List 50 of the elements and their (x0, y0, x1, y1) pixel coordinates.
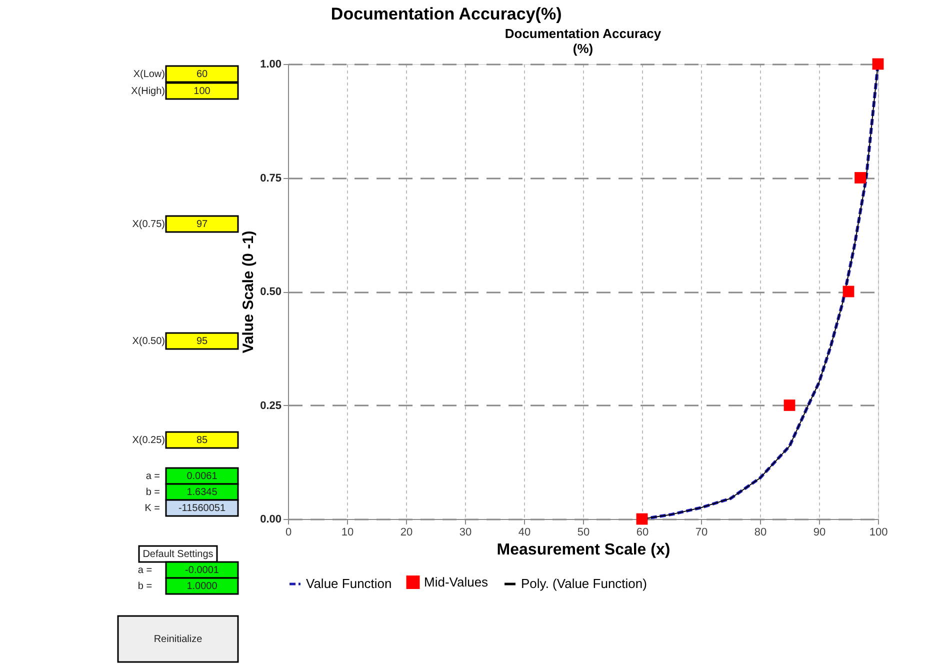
y-tick-label: 0.50 (260, 286, 282, 298)
point (842, 286, 854, 298)
text: 60 (196, 69, 208, 80)
x-tick-label: 70 (695, 526, 708, 538)
text: Reinitialize (154, 634, 203, 645)
legend-label: Mid-Values (424, 574, 489, 590)
text: Default Settings (142, 549, 214, 560)
point (872, 58, 884, 70)
x-tick-label: 50 (577, 526, 590, 538)
text: 95 (196, 336, 208, 347)
text: 0.0061 (186, 471, 218, 482)
chart-title: Documentation Accuracy(%) (330, 4, 562, 24)
point (784, 400, 796, 411)
legend-label: Poly. (Value Function) (521, 576, 647, 591)
x-tick-label: 40 (518, 526, 531, 538)
text: b = (138, 581, 152, 592)
x-tick-label: 100 (869, 526, 888, 538)
y-tick-label: 1.00 (260, 58, 282, 70)
text: 97 (196, 219, 208, 230)
text: X(0.75) (132, 219, 165, 230)
x-tick-label: 80 (754, 526, 767, 538)
text: X(0.50) (132, 336, 165, 347)
text: X(0.25) (132, 435, 165, 446)
x-tick-label: 90 (813, 526, 826, 538)
text: 85 (196, 435, 208, 446)
x-tick-label: 10 (341, 526, 354, 538)
x-axis-title: Measurement Scale (x) (496, 542, 670, 558)
point (854, 172, 866, 184)
text: -0.0001 (185, 565, 220, 576)
text: X(High) (131, 86, 165, 97)
x-tick-label: 20 (400, 526, 413, 538)
text: a = (138, 565, 152, 576)
y-tick-label: 0.00 (260, 514, 282, 526)
point (636, 513, 648, 525)
text: K = (144, 503, 160, 514)
y-tick-label: 0.25 (260, 400, 282, 412)
x-tick-label: 30 (459, 526, 472, 538)
text: -11560051 (178, 503, 226, 514)
text: b = (146, 487, 160, 498)
y-axis-title: Value Scale (0 -1) (240, 230, 258, 354)
text: X(Low) (133, 69, 165, 80)
legend-label: Value Function (306, 576, 392, 591)
y-tick-label: 0.75 (260, 172, 282, 184)
text: 1.0000 (186, 581, 218, 592)
text: 1.6345 (186, 487, 218, 498)
x-tick-label: 0 (285, 526, 292, 538)
x-tick-label: 60 (636, 526, 649, 538)
text: a = (146, 471, 160, 482)
text: 100 (194, 86, 211, 97)
chart-subtitle: Documentation Accuracy (%) (504, 26, 662, 56)
